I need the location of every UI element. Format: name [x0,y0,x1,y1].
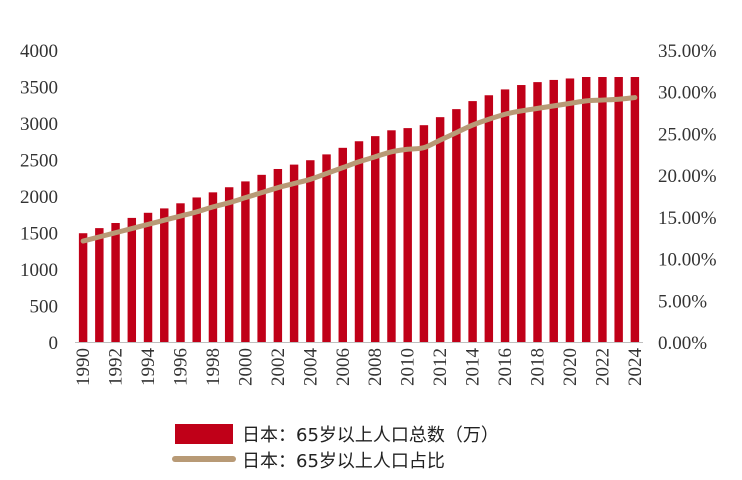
x-tick-label: 2020 [560,348,581,386]
bar [371,136,380,342]
bar [160,208,169,342]
x-tick-label: 2016 [495,348,516,386]
legend-swatch-bar [175,424,233,444]
bar [419,125,429,342]
x-tick-label: 2000 [235,348,256,386]
bar-series [78,77,640,343]
y-left-tick-label: 2000 [20,187,58,208]
bar [452,109,461,342]
y-right-tick-label: 20.00% [658,166,717,187]
bar [387,130,396,342]
bar [95,228,104,342]
bar [289,164,299,342]
x-tick-label: 2010 [398,348,419,386]
y-right-tick-label: 35.00% [658,41,717,62]
bar [111,223,120,342]
bar [143,212,153,342]
bar [257,174,266,342]
x-tick-label: 1994 [138,348,159,387]
bar [549,79,558,343]
bar [192,197,201,342]
x-tick-label: 1992 [106,348,127,386]
legend-label-line: 日本：65岁以上人口占比 [242,451,445,472]
bar [176,203,185,342]
bar [517,85,526,342]
y-right-tick-label: 0.00% [658,333,707,354]
bar [78,233,88,342]
y-axis-left-ticks: 0 500 1000 1500 2000 2500 3000 3500 4000 [20,41,58,354]
x-axis: 1990 1992 1994 1996 1998 2000 2002 2004 2006 2008… [73,342,646,387]
bar [208,192,218,342]
x-tick-label: 1990 [73,348,94,386]
x-tick-label: 1998 [203,348,224,386]
bar [354,141,364,342]
bar [565,78,575,342]
legend-label-bar: 日本：65岁以上人口总数（万） [242,425,499,446]
bar [241,181,250,342]
y-left-tick-label: 3000 [20,114,58,135]
bar [614,77,623,342]
y-left-tick-label: 2500 [20,151,58,172]
x-tick-label: 2024 [625,348,646,387]
bar [484,95,494,342]
x-tick-label: 2004 [300,348,321,387]
y-axis-right-ticks: 0.00% 5.00% 10.00% 15.00% 20.00% 25.00% 30.00%… [658,41,717,354]
bar [224,187,234,342]
y-left-tick-label: 1500 [20,224,58,245]
bar [403,128,412,342]
y-right-tick-label: 25.00% [658,124,717,145]
bar [435,117,445,342]
x-tick-label: 2002 [268,348,289,386]
x-tick-label: 2022 [592,348,613,386]
x-tick-label: 2014 [463,347,484,386]
y-right-tick-label: 5.00% [658,291,707,312]
bar [500,89,510,342]
x-tick-label: 2018 [528,348,549,386]
x-tick-label: 1996 [170,348,191,386]
bar [306,160,315,342]
y-right-tick-label: 30.00% [658,83,717,104]
y-left-tick-label: 3500 [20,78,58,99]
x-tick-label: 2008 [365,348,386,386]
x-tick-label: 2006 [333,348,354,386]
legend: 日本：65岁以上人口总数（万） 日本：65岁以上人口占比 [172,424,499,472]
bar [468,101,477,342]
x-tick-label: 2012 [430,348,451,386]
line-series [80,95,638,244]
y-left-tick-label: 1000 [20,260,58,281]
series-line [80,95,638,244]
y-left-tick-label: 0 [49,333,59,354]
y-left-tick-label: 4000 [20,41,58,62]
bar [127,217,137,342]
bar [630,77,640,342]
bar [338,147,347,342]
y-right-tick-label: 15.00% [658,208,717,229]
bar [533,82,542,343]
y-right-tick-label: 10.00% [658,250,717,271]
y-left-tick-label: 500 [30,297,59,318]
bar [581,77,591,342]
bar [322,154,331,342]
bar [273,168,283,342]
bar [598,77,607,342]
